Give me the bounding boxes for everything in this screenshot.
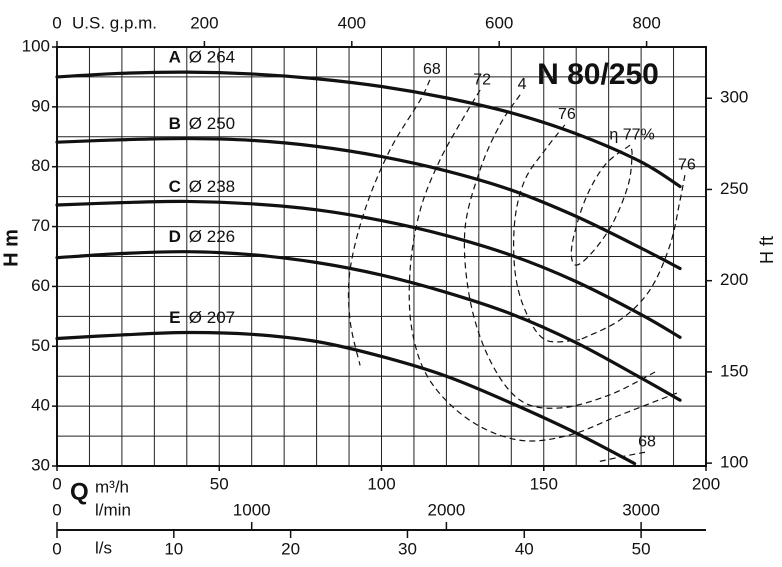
y-tick-label: 80 [31, 156, 50, 175]
chart-title: N 80/250 [537, 58, 659, 91]
y-tick-label: 40 [31, 396, 50, 415]
efficiency-label: 68 [423, 61, 441, 78]
marks [55, 70, 686, 466]
curve-diameter: Ø 264 [189, 48, 235, 67]
x-tick-label: 0 [52, 474, 61, 493]
curve-name: D [169, 227, 181, 246]
x-tick-label: 100 [367, 474, 395, 493]
x-axis-title: m³/h [95, 477, 129, 496]
curve-name: B [169, 114, 181, 133]
grid [56, 46, 707, 467]
efficiency-curve [347, 79, 431, 366]
curve-diameter: Ø 238 [189, 177, 235, 196]
efficiency-curve [463, 94, 656, 409]
ls-tick-label: 50 [632, 539, 651, 558]
efficiency-label: η 77% [609, 126, 654, 143]
y-tick-label: 90 [31, 96, 50, 115]
ls-axis-title: l/s [95, 538, 112, 557]
efficiency-curve [597, 451, 646, 463]
curve-diameter: Ø 250 [189, 114, 235, 133]
x-tick-label: 150 [530, 474, 558, 493]
x-tick-label: 200 [692, 474, 720, 493]
q-label: Q [70, 478, 89, 505]
pump-curve [55, 199, 682, 339]
y-tick-label: 50 [31, 336, 50, 355]
efficiency-label: 76 [558, 106, 576, 123]
y2-tick-label: 200 [720, 270, 748, 289]
efficiency-label: 4 [518, 76, 527, 93]
ls-tick-label: 40 [515, 539, 534, 558]
top-tick-label: 800 [632, 13, 660, 32]
y-axis-title: H m [0, 229, 22, 267]
lmin-tick-label: 2000 [427, 500, 465, 519]
y2-tick-label: 300 [720, 88, 748, 107]
curve-name: C [169, 177, 181, 196]
curve-name: E [169, 308, 180, 327]
pump-curve [55, 330, 637, 466]
pump-curve [55, 70, 682, 189]
y2-axis-title: H ft [757, 236, 777, 264]
top-tick-label: 600 [485, 13, 513, 32]
x-tick-label: 50 [210, 474, 229, 493]
y2-tick-label: 150 [720, 361, 748, 380]
y2-tick-label: 100 [720, 453, 748, 472]
efficiency-curve [408, 89, 681, 442]
lmin-tick-label: 3000 [622, 500, 660, 519]
y-tick-label: 60 [31, 276, 50, 295]
efficiency-label: 68 [638, 433, 656, 450]
ls-tick-label: 0 [52, 539, 61, 558]
ls-tick-label: 20 [281, 539, 300, 558]
top-tick-label: 0 [52, 13, 61, 32]
top-axis-title: U.S. g.p.m. [72, 13, 157, 32]
pump-curve [55, 136, 682, 271]
efficiency-curve [570, 144, 633, 266]
curve-diameter: Ø 207 [189, 308, 235, 327]
top-tick-label: 200 [190, 13, 218, 32]
efficiency-label: 76 [678, 156, 696, 173]
ls-tick-label: 30 [398, 539, 417, 558]
curve-diameter: Ø 226 [189, 227, 235, 246]
lmin-axis-title: l/min [95, 500, 131, 519]
y-tick-label: 70 [31, 216, 50, 235]
y-tick-label: 30 [31, 455, 50, 474]
curve-name: A [169, 48, 181, 67]
y2-tick-label: 250 [720, 179, 748, 198]
top-tick-label: 400 [338, 13, 366, 32]
lmin-tick-label: 1000 [233, 500, 271, 519]
efficiency-curve [513, 124, 581, 343]
efficiency-label: 72 [473, 71, 491, 88]
pump-curve [55, 250, 682, 402]
efficiency-curve [579, 174, 686, 341]
lmin-tick-label: 0 [52, 500, 61, 519]
ls-tick-label: 10 [164, 539, 183, 558]
y-tick-label: 100 [22, 36, 50, 55]
